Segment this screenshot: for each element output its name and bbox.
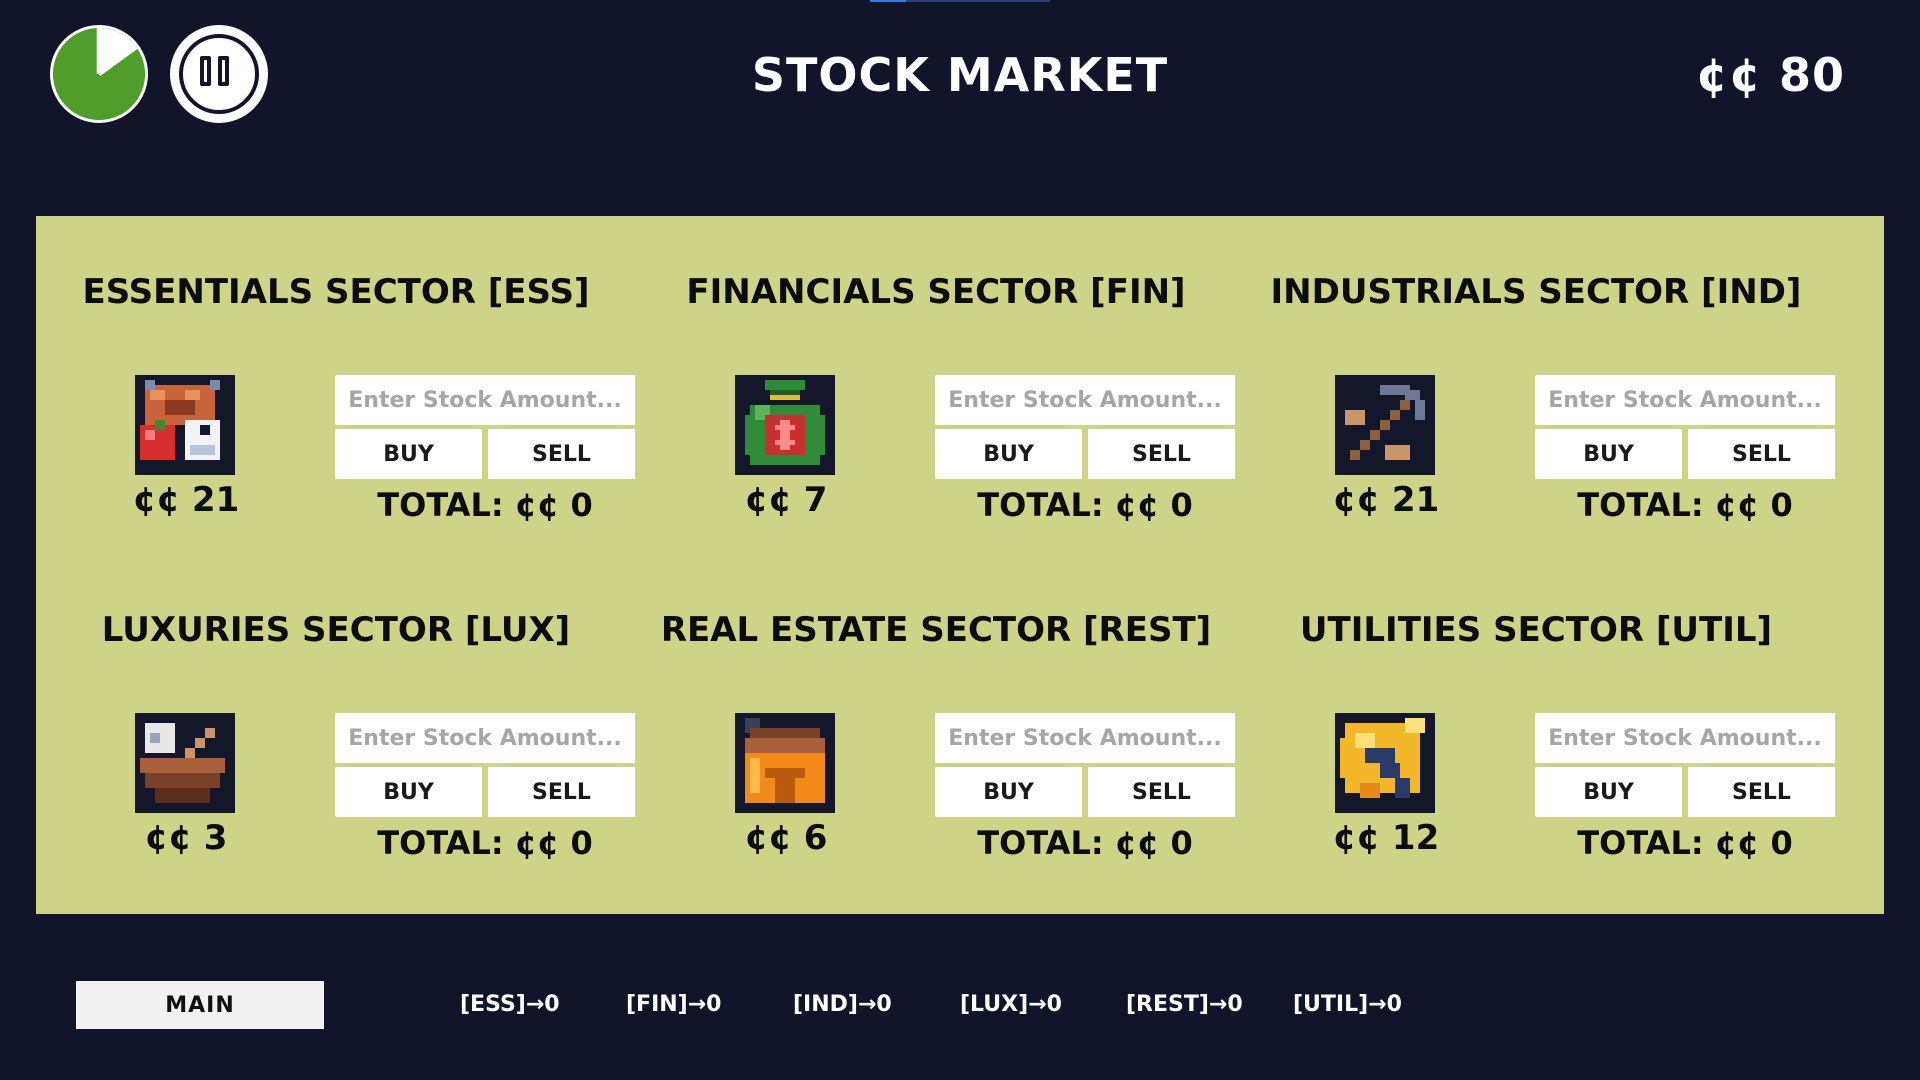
stock-price: ¢¢ 21 (132, 480, 240, 520)
sell-button[interactable]: SELL (1688, 767, 1835, 817)
pause-icon-bar (218, 56, 229, 86)
stock-price: ¢¢ 6 (744, 818, 828, 858)
buy-button[interactable]: BUY (1535, 429, 1682, 479)
buy-button[interactable]: BUY (335, 429, 482, 479)
stock-amount-input[interactable] (1535, 713, 1835, 763)
sector-title: FINANCIALS SECTOR [FIN] (686, 272, 1186, 312)
money-bag-icon (735, 375, 835, 475)
holding-rest: [REST]→0 (1126, 992, 1243, 1017)
stock-amount-input[interactable] (335, 375, 635, 425)
stock-amount-input[interactable] (935, 713, 1235, 763)
sector-card-ind: INDUSTRIALS SECTOR [IND] ¢¢ 21 (1236, 216, 1836, 524)
food-basket-icon (135, 375, 235, 475)
holding-ind: [IND]→0 (793, 992, 892, 1017)
round-timer-icon[interactable] (50, 25, 148, 123)
buy-button[interactable]: BUY (935, 767, 1082, 817)
order-total: TOTAL: ¢¢ 0 (377, 824, 593, 862)
sector-card-rest: REAL ESTATE SECTOR [REST] ¢¢ 6 BUY SELL … (636, 554, 1236, 862)
sector-title: INDUSTRIALS SECTOR [IND] (1270, 272, 1802, 312)
buy-button[interactable]: BUY (335, 767, 482, 817)
stock-amount-input[interactable] (1535, 375, 1835, 425)
sell-button[interactable]: SELL (488, 429, 635, 479)
order-total: TOTAL: ¢¢ 0 (977, 824, 1193, 862)
order-total: TOTAL: ¢¢ 0 (377, 486, 593, 524)
sell-button[interactable]: SELL (1688, 429, 1835, 479)
sector-title: REAL ESTATE SECTOR [REST] (660, 610, 1212, 650)
pause-ring (179, 34, 259, 114)
buy-button[interactable]: BUY (1535, 767, 1682, 817)
coconut-icon (135, 713, 235, 813)
sector-title: ESSENTIALS SECTOR [ESS] (82, 272, 590, 312)
stock-price: ¢¢ 12 (1332, 818, 1440, 858)
market-panel: ESSENTIALS SECTOR [ESS] (36, 216, 1884, 914)
order-total: TOTAL: ¢¢ 0 (1577, 486, 1793, 524)
sell-button[interactable]: SELL (488, 767, 635, 817)
order-total: TOTAL: ¢¢ 0 (977, 486, 1193, 524)
sector-card-util: UTILITIES SECTOR [UTIL] ¢¢ 12 BUY SELL (1236, 554, 1836, 862)
sell-button[interactable]: SELL (1088, 429, 1235, 479)
stock-amount-input[interactable] (335, 713, 635, 763)
sector-title: UTILITIES SECTOR [UTIL] (1299, 610, 1773, 650)
sell-button[interactable]: SELL (1088, 767, 1235, 817)
pause-button[interactable] (170, 25, 268, 123)
stock-price: ¢¢ 7 (744, 480, 828, 520)
sector-card-lux: LUXURIES SECTOR [LUX] ¢¢ 3 BUY SELL TO (36, 554, 636, 862)
stock-amount-input[interactable] (935, 375, 1235, 425)
holding-lux: [LUX]→0 (960, 992, 1062, 1017)
stock-price: ¢¢ 21 (1332, 480, 1440, 520)
pickaxe-icon (1335, 375, 1435, 475)
pause-icon (200, 56, 211, 86)
house-icon (735, 713, 835, 813)
holding-fin: [FIN]→0 (626, 992, 722, 1017)
buy-button[interactable]: BUY (935, 429, 1082, 479)
coin-balance: ¢¢ 80 (1695, 48, 1845, 102)
stock-price: ¢¢ 3 (144, 818, 228, 858)
sector-title: LUXURIES SECTOR [LUX] (101, 610, 571, 650)
sector-card-fin: FINANCIALS SECTOR [FIN] ¢¢ 7 (636, 216, 1236, 524)
sector-card-ess: ESSENTIALS SECTOR [ESS] (36, 216, 636, 524)
holding-ess: [ESS]→0 (460, 992, 560, 1017)
main-tab-button[interactable]: MAIN (76, 981, 324, 1029)
order-total: TOTAL: ¢¢ 0 (1577, 824, 1793, 862)
top-progress-indicator (870, 0, 1050, 2)
holding-util: [UTIL]→0 (1293, 992, 1402, 1017)
lightning-icon (1335, 713, 1435, 813)
page-title: STOCK MARKET (751, 48, 1169, 102)
